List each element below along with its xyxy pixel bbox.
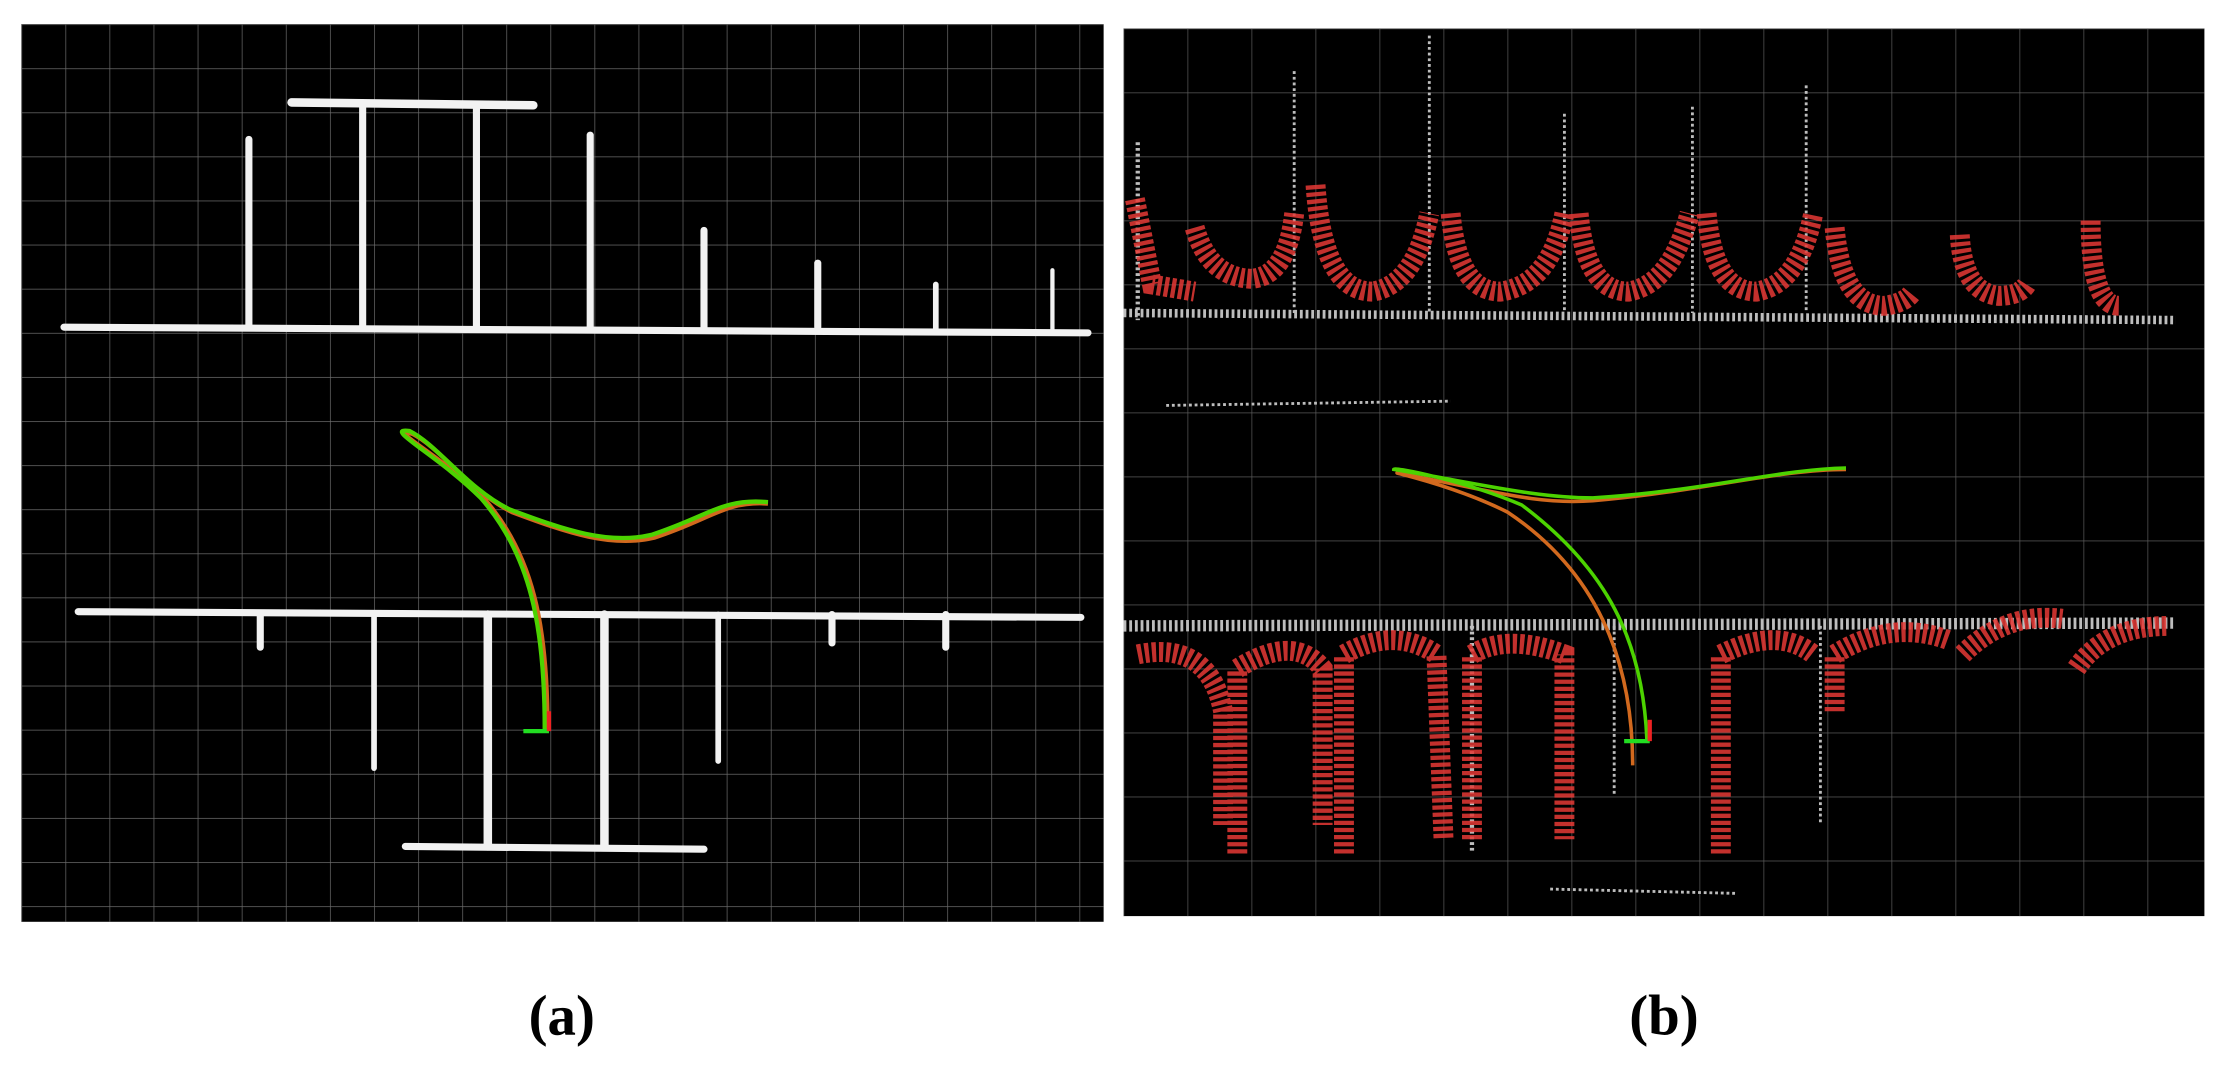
panel-b — [1123, 28, 2205, 917]
grid — [21, 24, 1104, 922]
grid — [1123, 28, 2205, 917]
panel-label: (b) — [1629, 984, 1699, 1047]
panel-label: (a) — [529, 984, 595, 1047]
trajectory — [1391, 466, 1847, 766]
point-cloud-red — [1125, 184, 2170, 854]
point-cloud — [60, 98, 1092, 853]
trajectory — [400, 428, 769, 734]
panel-a — [21, 24, 1104, 922]
